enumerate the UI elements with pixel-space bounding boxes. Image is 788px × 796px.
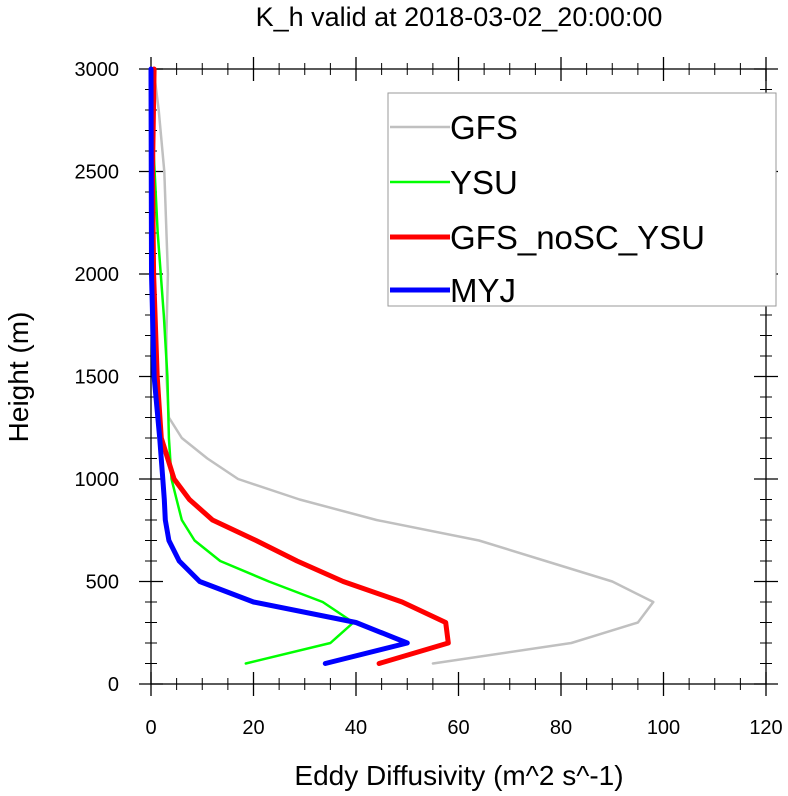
series-line-ysu xyxy=(150,67,355,665)
y-tick-label: 500 xyxy=(86,572,119,594)
x-tick-label: 60 xyxy=(447,717,469,739)
series-line-gfs xyxy=(152,67,655,665)
x-axis-label: Eddy Diffusivity (m^2 s^-1) xyxy=(294,760,623,791)
legend-label: GFS xyxy=(450,109,518,146)
legend-label: GFS_noSC_YSU xyxy=(450,219,705,256)
series-line-myj xyxy=(148,66,410,666)
x-tick-label: 0 xyxy=(145,717,156,739)
y-tick-label: 1000 xyxy=(75,469,120,491)
x-tick-label: 20 xyxy=(242,717,264,739)
tick-labels: 0 20 40 60 80 100 120 0 500 1000 1500 2000 2500 3000 xyxy=(75,59,783,739)
y-tick-label: 1500 xyxy=(75,367,120,389)
legend-label: MYJ xyxy=(450,272,516,309)
chart-title: K_h valid at 2018-03-02_20:00:00 xyxy=(256,2,663,32)
x-tick-label: 120 xyxy=(749,717,782,739)
y-tick-label: 3000 xyxy=(75,59,120,81)
y-axis-label: Height (m) xyxy=(3,312,34,443)
legend-items: GFS YSU GFS_noSC_YSU MYJ xyxy=(390,109,705,309)
legend-box xyxy=(387,92,777,307)
legend: GFS YSU GFS_noSC_YSU MYJ xyxy=(387,92,777,309)
y-tick-label: 2500 xyxy=(75,162,120,184)
x-tick-label: 80 xyxy=(550,717,572,739)
y-tick-label: 0 xyxy=(108,674,119,696)
x-tick-label: 100 xyxy=(647,717,680,739)
y-tick-label: 2000 xyxy=(75,264,120,286)
x-tick-label: 40 xyxy=(345,717,367,739)
legend-label: YSU xyxy=(450,164,518,201)
series-lines xyxy=(148,66,655,666)
